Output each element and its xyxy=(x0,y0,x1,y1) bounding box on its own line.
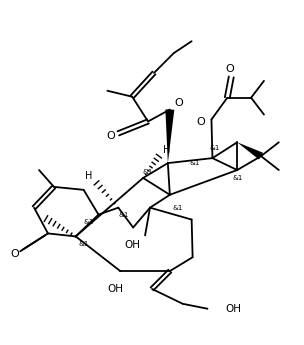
Polygon shape xyxy=(165,109,174,163)
Text: O: O xyxy=(197,117,206,127)
Text: O: O xyxy=(10,249,19,259)
Text: &1: &1 xyxy=(232,175,242,181)
Text: OH: OH xyxy=(225,304,241,314)
Text: O: O xyxy=(225,64,234,74)
Text: &1: &1 xyxy=(189,160,200,166)
Text: &1: &1 xyxy=(143,169,153,175)
Text: O: O xyxy=(106,131,115,141)
Polygon shape xyxy=(237,142,263,160)
Text: &1: &1 xyxy=(209,145,219,151)
Text: OH: OH xyxy=(107,284,123,294)
Text: OH: OH xyxy=(124,240,140,250)
Text: H: H xyxy=(85,171,92,181)
Text: &1: &1 xyxy=(173,205,183,211)
Text: H: H xyxy=(163,145,171,155)
Text: &1: &1 xyxy=(118,211,129,218)
Text: &1: &1 xyxy=(78,241,89,247)
Text: O: O xyxy=(175,98,184,108)
Text: &1: &1 xyxy=(83,218,94,225)
